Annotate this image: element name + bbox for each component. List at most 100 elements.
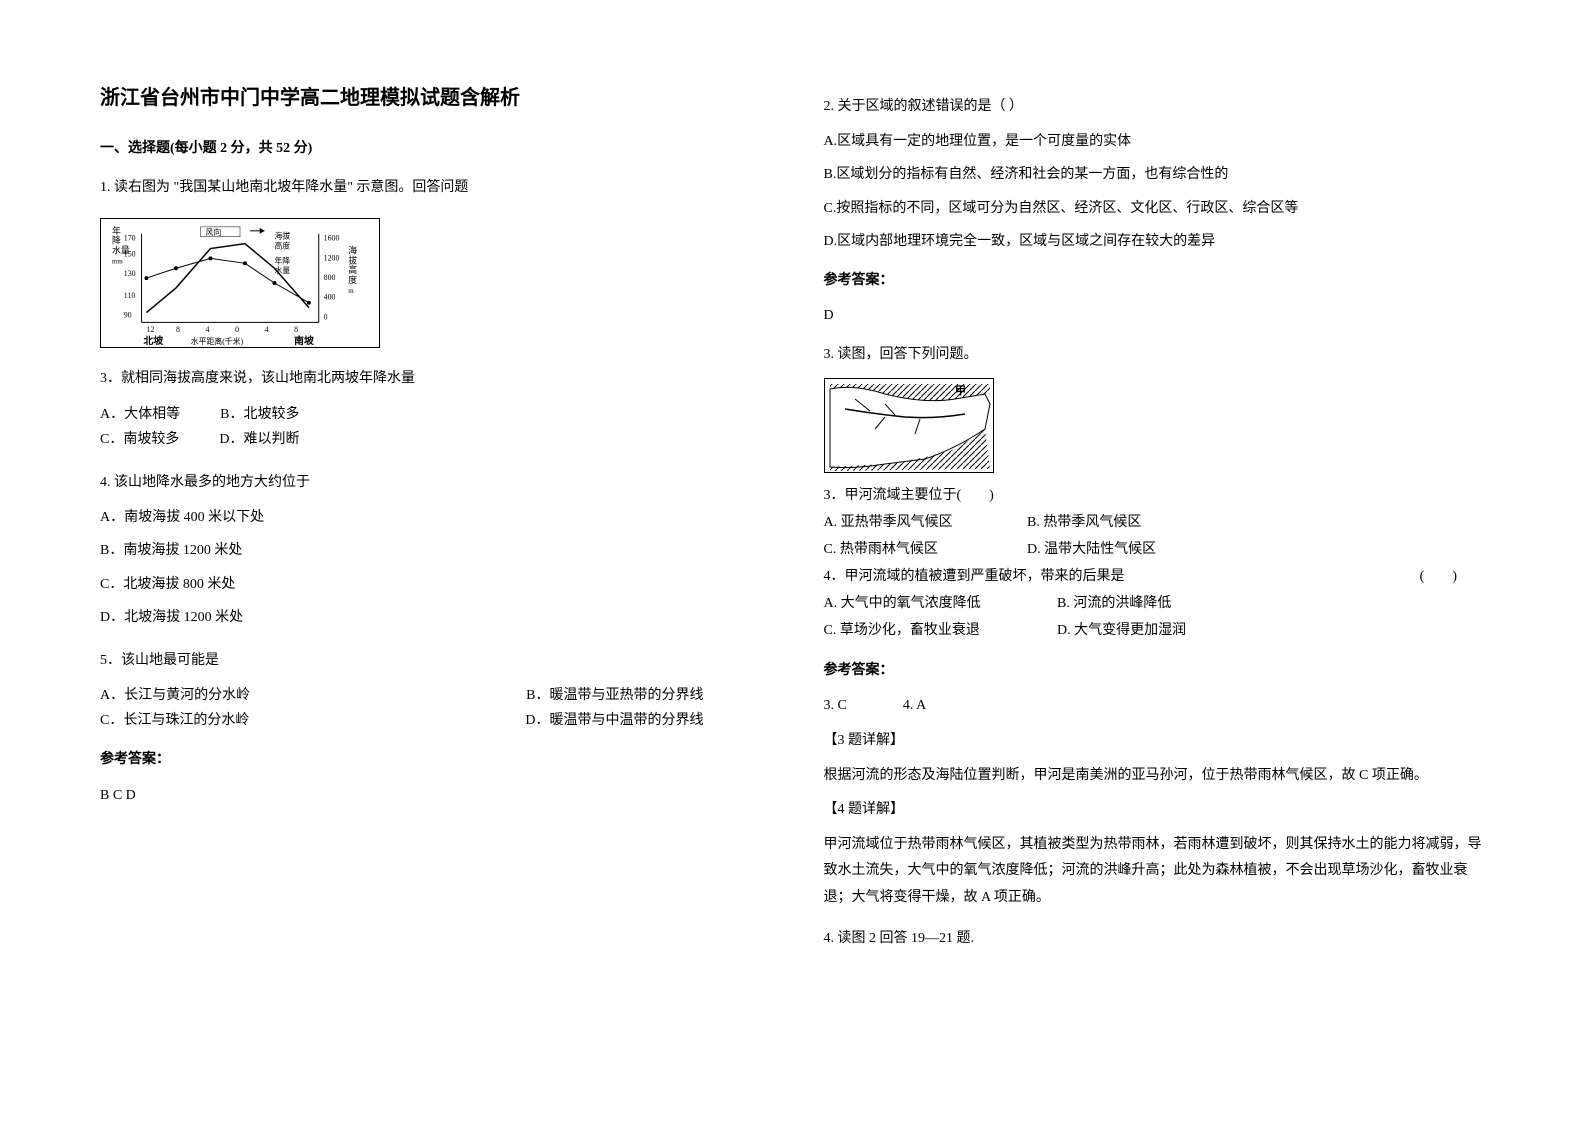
y-axis-label-2: 降 [112,235,121,246]
ytick-130: 130 [124,269,136,278]
ytick-110: 110 [124,291,136,300]
q1-sub4-a: A．南坡海拔 400 米以下处 [100,505,764,530]
y2-label-5: m [348,288,354,295]
tributary-2 [885,404,895,415]
q1-sub4-text: 4. 该山地降水最多的地方大约位于 [100,470,764,495]
q3-exp3: 根据河流的形态及海陆位置判断，甲河是南美洲的亚马孙河，位于热带雨林气候区，故 C… [824,763,1488,790]
arrow-head [260,228,265,234]
q2-answer: D [824,303,1488,328]
xtick-12: 12 [146,326,154,335]
legend-elev-2: 高度 [274,241,290,251]
option-d: D. 温带大陆性气候区 [1027,542,1156,557]
q2-answer-header: 参考答案： [824,268,1488,293]
option-a: A．长江与黄河的分水岭 [100,683,250,708]
option-d: D. 大气变得更加湿润 [1057,623,1186,638]
option-c: C. 草场沙化，畜牧业衰退 [824,618,1054,643]
question-4: 4. 读图 2 回答 19—21 题. [824,926,1488,951]
q2-opt-c: C.按照指标的不同，区域可分为自然区、经济区、文化区、行政区、综合区等 [824,196,1488,221]
ocean-hatch-top [830,384,990,401]
option-b: B．北坡较多 [220,402,299,427]
q1-sub3-text: 3．就相同海拔高度来说，该山地南北两坡年降水量 [100,366,764,391]
ytick-170: 170 [124,234,136,243]
y2-label-4: 度 [348,274,357,285]
option-a: A. 亚热带季风气候区 [824,510,1024,535]
x-axis-label: 水平距离(千米) [191,336,244,346]
q2-opt-b: B.区域划分的指标有自然、经济和社会的某一方面，也有综合性的 [824,162,1488,187]
y-axis-label-4: mm [112,259,123,266]
xtick-4b: 4 [265,326,269,335]
y-axis-label: 年 [112,225,121,236]
question-3: 3. 读图，回答下列问题。 甲 [824,342,1488,911]
data-point [208,257,212,261]
q2-opt-d: D.区域内部地理环境完全一致，区域与区域之间存在较大的差异 [824,229,1488,254]
y2tick-1600: 1600 [324,234,340,243]
right-column: 2. 关于区域的叙述错误的是（ ） A.区域具有一定的地理位置，是一个可度量的实… [824,80,1488,965]
data-point [243,262,247,266]
y2tick-0: 0 [324,313,328,322]
option-a: A．大体相等 [100,402,180,427]
data-point [144,276,148,280]
q1-sub3-opts-row2: C．南坡较多 D．难以判断 [100,427,764,452]
q3-sub4-text-row: 4．甲河流域的植被遭到严重破坏，带来的后果是 ( ) [824,564,1488,589]
q1-sub4-d: D．北坡海拔 1200 米处 [100,605,764,630]
tributary-1 [855,399,870,411]
legend-prec-2: 水量 [274,266,290,276]
q1-sub4-b: B．南坡海拔 1200 米处 [100,538,764,563]
option-b: B．暖温带与亚热带的分界线 [526,683,703,708]
data-point [272,281,276,285]
q3-answers: 3. C 4. A [824,693,1488,718]
section-1-header: 一、选择题(每小题 2 分，共 52 分) [100,136,764,161]
y2-label-1: 海 [348,245,357,256]
question-2: 2. 关于区域的叙述错误的是（ ） A.区域具有一定的地理位置，是一个可度量的实… [824,94,1488,328]
option-c: C．南坡较多 [100,427,179,452]
y2tick-800: 800 [324,273,336,282]
q3-sub3-row1: A. 亚热带季风气候区 B. 热带季风气候区 [824,510,1488,535]
y2-label-3: 高 [348,265,357,276]
ytick-150: 150 [124,250,136,259]
y2-label-2: 拔 [348,255,357,266]
q4-text: 4. 读图 2 回答 19—21 题. [824,926,1488,951]
q3-sub3-text: 3．甲河流域主要位于( ) [824,483,1488,508]
q1-answer: B C D [100,783,764,808]
tributary-3 [875,417,885,429]
q1-sub4-c: C．北坡海拔 800 米处 [100,572,764,597]
river-main [845,409,965,418]
q1-sub5-row1: A．长江与黄河的分水岭 B．暖温带与亚热带的分界线 [100,683,764,708]
xtick-4: 4 [206,326,210,335]
q1-sub5-text: 5．该山地最可能是 [100,648,764,673]
map-svg: 甲 [825,379,995,474]
chart-svg: 年 降 水量 mm 170 150 130 110 90 1600 1200 8… [101,219,379,347]
ocean-hatch [830,429,990,471]
document-page: 浙江省台州市中门中学高二地理模拟试题含解析 一、选择题(每小题 2 分，共 52… [100,80,1487,965]
river-map: 甲 [824,378,994,473]
xtick-8b: 8 [294,326,298,335]
map-label-jia: 甲 [955,384,966,397]
q3-sub4-row2: C. 草场沙化，畜牧业衰退 D. 大气变得更加湿润 [824,618,1488,643]
question-1: 1. 读右图为 "我国某山地南北坡年降水量" 示意图。回答问题 年 降 水量 m… [100,175,764,808]
option-b: B. 河流的洪峰降低 [1057,596,1171,611]
legend-prec-1: 年降 [274,256,290,266]
q2-text: 2. 关于区域的叙述错误的是（ ） [824,94,1488,119]
document-title: 浙江省台州市中门中学高二地理模拟试题含解析 [100,80,764,116]
q3-exp4-header: 【4 题详解】 [824,797,1488,824]
q3-exp4: 甲河流域位于热带雨林气候区，其植被类型为热带雨林，若雨林遭到破坏，则其保持水土的… [824,832,1488,912]
y2tick-1200: 1200 [324,254,340,263]
q1-intro: 1. 读右图为 "我国某山地南北坡年降水量" 示意图。回答问题 [100,175,764,200]
q3-sub3-row2: C. 热带雨林气候区 D. 温带大陆性气候区 [824,537,1488,562]
q3-exp3-header: 【3 题详解】 [824,728,1488,755]
q2-opt-a: A.区域具有一定的地理位置，是一个可度量的实体 [824,129,1488,154]
tributary-4 [915,419,920,434]
option-d: D．难以判断 [219,427,299,452]
option-d: D．暖温带与中温带的分界线 [525,708,703,733]
legend-wind: 风向 [206,227,222,237]
legend-elev-1: 海拔 [274,231,290,241]
xtick-0: 0 [235,326,239,335]
q3-sub4-text: 4．甲河流域的植被遭到严重破坏，带来的后果是 [824,564,1125,589]
ytick-90: 90 [124,311,132,320]
q3-intro: 3. 读图，回答下列问题。 [824,342,1488,367]
q1-sub5-row2: C．长江与珠江的分水岭 D．暖温带与中温带的分界线 [100,708,764,733]
option-c: C. 热带雨林气候区 [824,537,1024,562]
north-slope-label: 北坡 [144,334,164,347]
q3-sub4-blank: ( ) [1420,564,1457,589]
south-slope-label: 南坡 [294,334,314,347]
